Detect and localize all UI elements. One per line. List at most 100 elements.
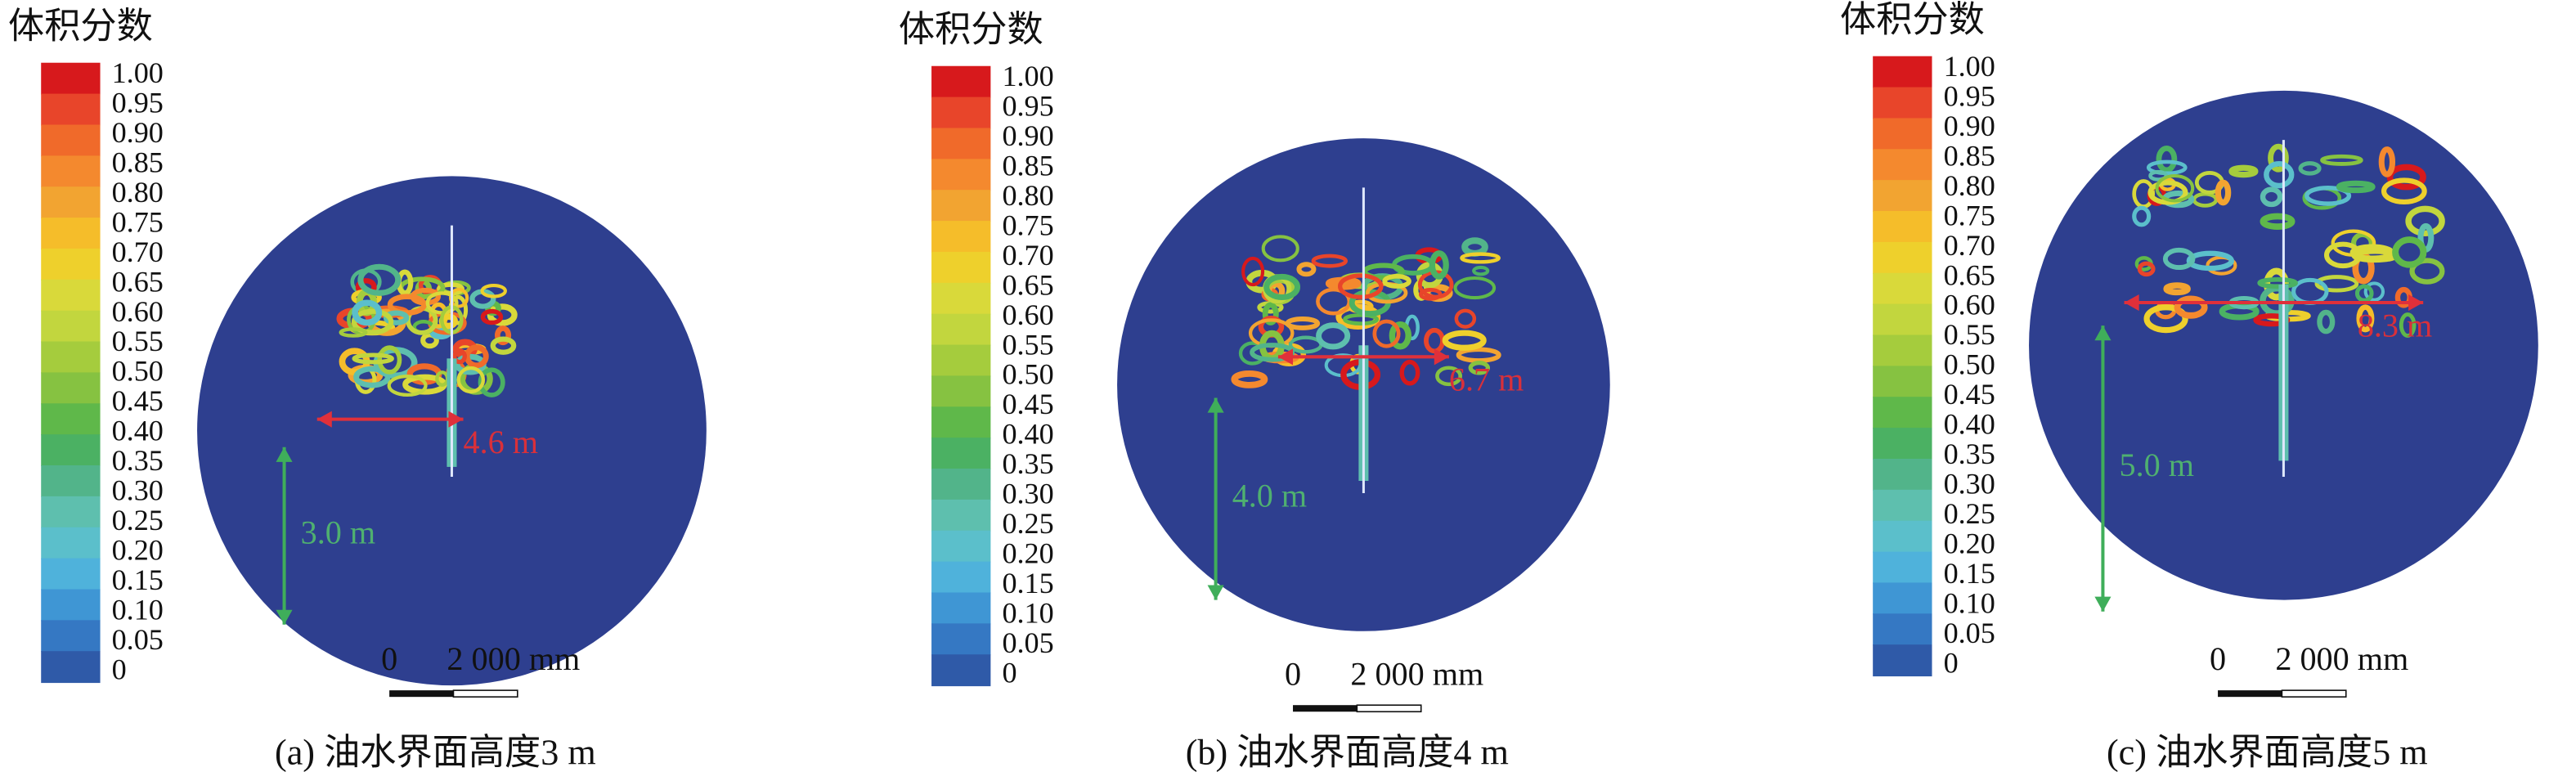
plume	[420, 332, 439, 349]
width-label: 6.7 m	[1449, 361, 1524, 398]
colorbar-tick-label: 0.45	[1002, 388, 1053, 420]
scale-bar-black	[389, 690, 454, 698]
colorbar-segment	[931, 128, 991, 160]
plume	[351, 308, 394, 335]
colorbar-tick-label: 0.90	[1944, 110, 1995, 142]
colorbar-tick-label: 0.50	[1002, 358, 1053, 391]
colorbar-tick-label: 0.50	[112, 355, 164, 388]
colorbar-segment	[41, 496, 101, 528]
colorbar-segment	[931, 499, 991, 532]
colorbar-segment	[931, 406, 991, 439]
colorbar-segment	[1873, 303, 1932, 336]
plume	[2399, 312, 2417, 338]
colorbar-segment	[41, 465, 101, 497]
plume	[1454, 308, 1477, 329]
colorbar-tick-label: 0.10	[1002, 596, 1053, 629]
plume	[1316, 322, 1351, 350]
plume	[377, 345, 402, 375]
scale-bar-white	[452, 689, 518, 698]
plume	[1456, 347, 1501, 363]
colorbar-segment	[1873, 180, 1932, 213]
colorbar-tick-label: 0.35	[112, 444, 164, 477]
colorbar-tick-label: 0.60	[1002, 298, 1053, 331]
colorbar-tick-label: 0.30	[1002, 478, 1053, 510]
plume	[1296, 262, 1317, 277]
colorbar-tick-label: 0.55	[1944, 318, 1995, 351]
colorbar-segment	[41, 310, 101, 343]
plume	[1399, 359, 1420, 386]
colorbar-segment	[931, 65, 991, 98]
plume	[2378, 146, 2396, 177]
plume	[1335, 303, 1381, 330]
plume	[1241, 256, 1265, 287]
colorbar-tick-label: 0.65	[1944, 258, 1995, 291]
plume	[339, 327, 368, 338]
plume	[2257, 276, 2298, 290]
width-label: 8.3 m	[2358, 307, 2432, 343]
colorbar-tick-label: 0.90	[112, 116, 164, 149]
colorbar-tick-label: 0.15	[112, 563, 164, 596]
plume	[1231, 370, 1268, 388]
plume	[2155, 173, 2195, 203]
colorbar-segment	[931, 438, 991, 470]
colorbar-tick-label: 0.90	[1002, 119, 1053, 152]
plume	[2147, 180, 2188, 205]
scale-bar-black	[2218, 690, 2282, 698]
plume	[383, 310, 410, 325]
plume	[2162, 247, 2196, 271]
colorbar-segment	[41, 186, 101, 219]
plume	[1263, 273, 1301, 300]
plume	[2260, 213, 2296, 231]
scale-start: 0	[2210, 640, 2226, 677]
colorbar-segment	[41, 124, 101, 157]
colorbar-tick-label: 0.35	[1944, 438, 1995, 470]
colorbar-segment	[41, 589, 101, 622]
colorbar-tick-label: 0.05	[112, 623, 164, 656]
colorbar-segment	[1873, 334, 1932, 367]
plume	[2356, 304, 2375, 333]
plume	[2186, 250, 2234, 272]
colorbar-segment	[1873, 56, 1932, 88]
colorbar-segment	[41, 403, 101, 436]
colorbar-tick-label: 0.35	[1002, 447, 1053, 480]
height-label: 4.0 m	[1232, 477, 1307, 514]
colorbar-tick-label: 0.05	[1944, 617, 1995, 649]
colorbar-tick-label: 1.00	[112, 56, 164, 89]
plume	[352, 299, 383, 326]
legend-title: 体积分数	[899, 10, 1043, 50]
colorbar-segment	[1873, 211, 1932, 243]
plume	[2317, 309, 2336, 334]
colorbar-segment	[41, 651, 101, 684]
colorbar-tick-label: 1.00	[1002, 60, 1053, 92]
colorbar-segment	[931, 530, 991, 563]
colorbar-segment	[1873, 520, 1932, 553]
colorbar-tick-label: 0.15	[1002, 567, 1053, 599]
plume	[2156, 145, 2178, 173]
colorbar-tick-label: 0.70	[1002, 239, 1053, 272]
plume	[1343, 312, 1380, 325]
colorbar-segment	[1873, 582, 1932, 615]
colorbar-tick-label: 0.75	[112, 205, 164, 238]
colorbar-segment	[931, 97, 991, 129]
plume	[1262, 302, 1279, 325]
plume	[1261, 235, 1299, 263]
colorbar-tick-label: 0.95	[1944, 80, 1995, 113]
colorbar-tick-label: 0.45	[112, 384, 164, 417]
width-label: 4.6 m	[464, 424, 538, 460]
plume	[1372, 319, 1401, 348]
colorbar-segment	[1873, 397, 1932, 429]
colorbar-tick-label: 0.80	[1944, 169, 1995, 202]
colorbar-tick-label: 0.45	[1944, 378, 1995, 411]
colorbar-segment	[931, 221, 991, 253]
colorbar-segment	[1873, 613, 1932, 646]
colorbar-tick-label: 0.30	[112, 474, 164, 507]
plume	[2174, 295, 2208, 319]
scale-start: 0	[1285, 655, 1301, 692]
colorbar-segment	[1873, 458, 1932, 491]
height-label: 5.0 m	[2120, 447, 2194, 483]
colorbar-segment	[41, 372, 101, 405]
legend-title: 体积分数	[8, 7, 153, 47]
plume	[452, 348, 467, 365]
colorbar-segment	[41, 434, 101, 467]
